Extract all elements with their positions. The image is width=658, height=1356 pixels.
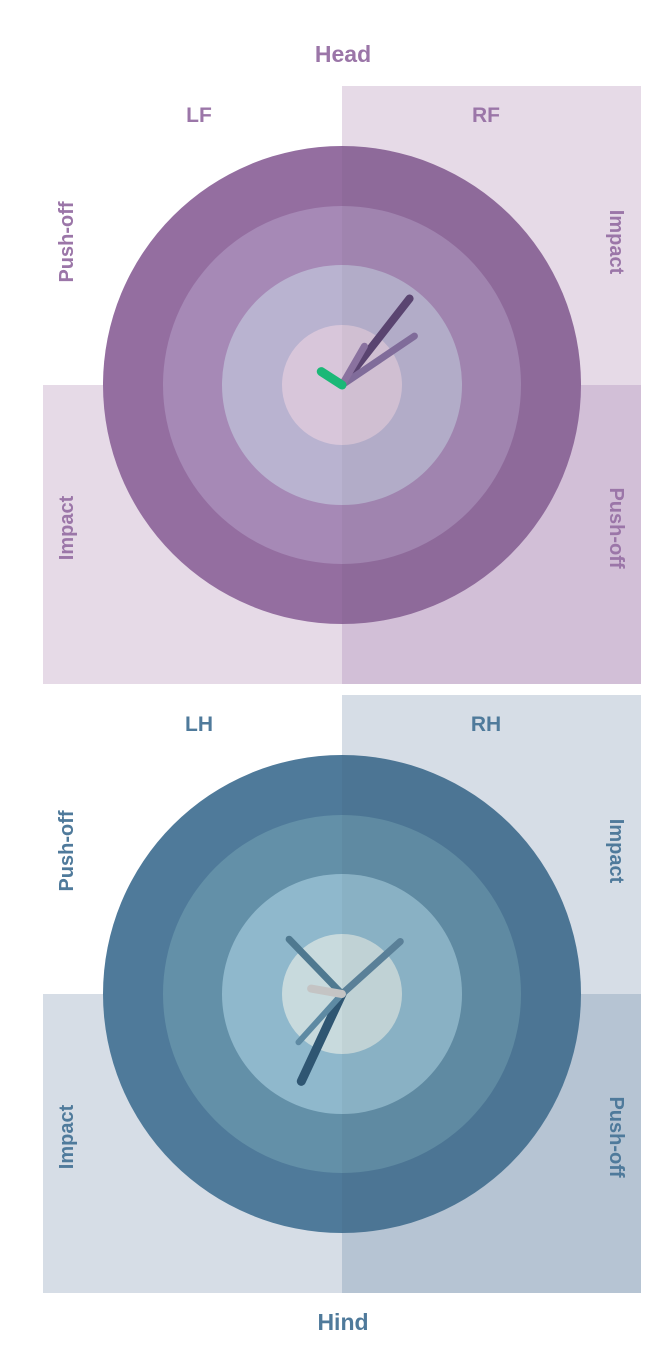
hind-top-left-side-label: Push-off — [56, 810, 78, 891]
hind-vector-5 — [307, 984, 346, 998]
front-bottom-left-side-label: Impact — [56, 495, 78, 560]
hind-bottom-right-side-label: Push-off — [605, 1096, 627, 1177]
front-vector-2 — [338, 332, 418, 389]
front-vector-4 — [316, 367, 347, 390]
head-label: Head — [315, 41, 371, 67]
front-bottom-right-side-label: Push-off — [605, 487, 627, 568]
hind-top-right-label: RH — [471, 713, 501, 736]
hind-label: Hind — [317, 1309, 368, 1335]
front-panel: LF RF Push-off Impact Impact Push-off — [43, 86, 641, 684]
hind-vector-4 — [295, 991, 345, 1046]
hind-top-right-side-label: Impact — [605, 819, 627, 884]
hind-vector-2 — [338, 938, 404, 998]
front-top-left-side-label: Push-off — [56, 201, 78, 282]
hind-bottom-left-side-label: Impact — [56, 1104, 78, 1169]
hind-vectors — [285, 935, 404, 1086]
hind-panel: LH RH Push-off Impact Impact Push-off — [43, 695, 641, 1293]
front-top-right-side-label: Impact — [605, 210, 627, 275]
front-top-right-label: RF — [472, 104, 500, 127]
front-top-left-label: LF — [186, 104, 212, 127]
front-vectors — [316, 294, 418, 390]
hind-vector-1 — [296, 989, 347, 1086]
hind-vector-3 — [285, 935, 346, 998]
hind-top-left-label: LH — [185, 713, 213, 736]
front-vector-3 — [338, 342, 368, 389]
